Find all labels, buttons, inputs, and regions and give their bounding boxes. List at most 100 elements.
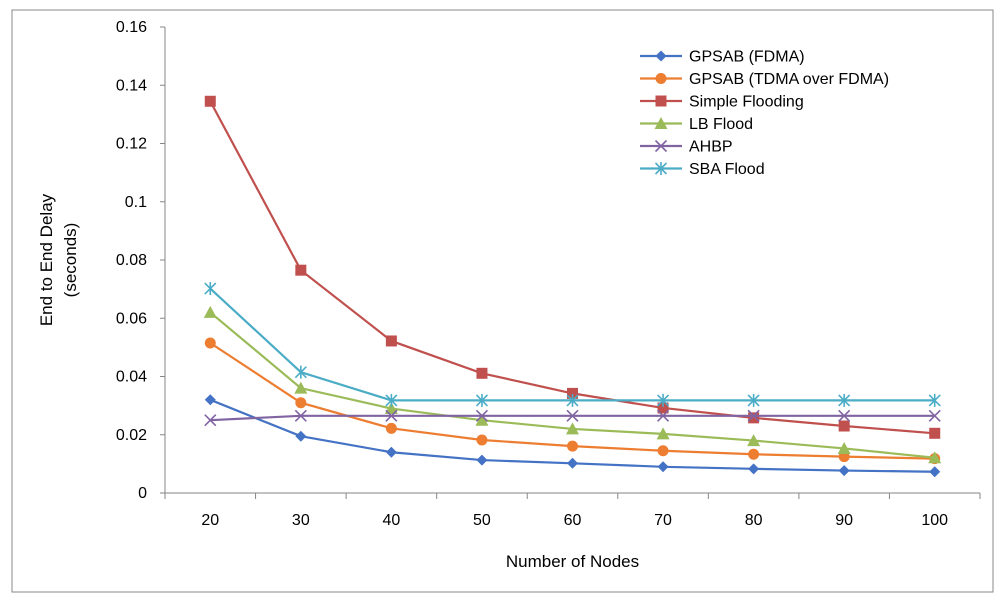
- legend-entry-ahbp: AHBP: [640, 139, 733, 156]
- data-point-gpsab-tdma-over-fdma: [748, 448, 760, 460]
- series-gpsab-fdma: [204, 394, 941, 478]
- data-point-sba-flood: [294, 365, 307, 379]
- legend-marker: [654, 139, 668, 153]
- x-tick-label: 30: [292, 512, 310, 529]
- data-point-simple-flooding: [929, 427, 941, 439]
- x-tick-label: 100: [921, 512, 948, 529]
- x-tick-label: 50: [473, 512, 491, 529]
- marker-stroke: [747, 409, 760, 422]
- data-point-sba-flood: [566, 393, 579, 407]
- data-point-gpsab-fdma: [748, 463, 760, 475]
- y-axis-title: End to End Delay (seconds): [37, 193, 80, 326]
- data-point-lb-flood: [656, 427, 670, 440]
- y-tick-label: 0.04: [116, 369, 147, 386]
- data-point-simple-flooding: [476, 367, 488, 379]
- legend-marker: [654, 117, 668, 129]
- legend-label: GPSAB (TDMA over FDMA): [689, 71, 889, 88]
- legend-label: Simple Flooding: [689, 94, 804, 111]
- data-point-simple-flooding: [295, 264, 307, 276]
- marker-stroke: [656, 409, 670, 422]
- marker-stroke: [294, 409, 307, 422]
- y-tick-label: 0.14: [116, 77, 147, 94]
- x-tick-label: 20: [201, 512, 219, 529]
- y-tick-label: 0.06: [116, 310, 147, 327]
- data-point-simple-flooding: [567, 387, 578, 399]
- data-point-gpsab-fdma: [929, 466, 941, 478]
- data-point-gpsab-tdma-over-fdma: [385, 422, 397, 434]
- series-lb-flood: [203, 305, 942, 464]
- data-point-sba-flood: [747, 393, 760, 407]
- marker-stroke: [204, 414, 217, 427]
- data-point-ahbp: [294, 409, 307, 422]
- legend-label: LB Flood: [689, 116, 753, 133]
- marker-stroke: [928, 409, 941, 422]
- data-point-lb-flood: [566, 422, 579, 435]
- axes: 0 0.02 0.04 0.06 0.08 0.1 0.12 0.14 0.16 20 30 40 50…: [37, 19, 981, 571]
- y-axis-title-line: (seconds): [61, 223, 80, 298]
- data-point-sba-flood: [928, 393, 941, 407]
- legend-marker: [655, 73, 667, 84]
- data-point-sba-flood: [475, 393, 489, 407]
- data-point-lb-flood: [837, 441, 851, 454]
- legend-entry-sba-flood: SBA Flood: [640, 161, 765, 178]
- legend-entry-gpsab-fdma: GPSAB (FDMA): [640, 49, 805, 66]
- data-point-gpsab-tdma-over-fdma: [295, 397, 307, 409]
- y-tick-label: 0.12: [116, 136, 147, 153]
- y-tick-label: 0.16: [116, 19, 147, 36]
- data-point-gpsab-fdma: [567, 457, 578, 469]
- data-point-sba-flood: [385, 393, 398, 407]
- x-tick-label: 40: [382, 512, 400, 529]
- y-axis-title-line: End to End Delay: [37, 193, 56, 326]
- data-point-sba-flood: [656, 393, 670, 407]
- data-point-gpsab-fdma: [657, 461, 669, 473]
- data-point-gpsab-fdma: [295, 430, 307, 442]
- x-tick-label: 90: [835, 512, 853, 529]
- data-point-gpsab-fdma: [385, 446, 397, 458]
- marker-stroke: [385, 409, 398, 422]
- data-point-lb-flood: [384, 402, 398, 415]
- data-point-gpsab-fdma: [838, 465, 850, 477]
- data-point-ahbp: [385, 409, 398, 422]
- marker-stroke: [566, 409, 579, 422]
- marker-stroke: [838, 409, 851, 422]
- data-point-sba-flood: [204, 282, 217, 296]
- data-point-lb-flood: [475, 413, 489, 426]
- data-point-gpsab-tdma-over-fdma: [567, 440, 578, 452]
- legend-entry-gpsab-tdma-over-fdma: GPSAB (TDMA over FDMA): [640, 71, 889, 88]
- data-point-gpsab-tdma-over-fdma: [476, 434, 488, 446]
- data-point-simple-flooding: [385, 335, 397, 347]
- legend: GPSAB (FDMA) GPSAB (TDMA over FDMA) Simple…: [640, 49, 889, 178]
- y-tick-label: 0.08: [116, 252, 147, 269]
- data-point-gpsab-fdma: [476, 454, 488, 466]
- legend-marker: [654, 162, 668, 175]
- data-point-sba-flood: [838, 393, 851, 407]
- x-tick-label: 70: [654, 512, 672, 529]
- data-point-gpsab-tdma-over-fdma: [657, 445, 669, 457]
- data-point-gpsab-fdma: [204, 394, 216, 406]
- data-point-simple-flooding: [748, 412, 760, 424]
- legend-label: SBA Flood: [689, 161, 765, 178]
- data-point-ahbp: [204, 414, 217, 427]
- data-point-ahbp: [656, 409, 670, 422]
- data-point-simple-flooding: [838, 420, 850, 432]
- legend-label: AHBP: [689, 139, 733, 156]
- y-tick-label: 0: [138, 485, 147, 502]
- data-point-lb-flood: [747, 434, 761, 447]
- y-tick-label: 0.1: [125, 194, 147, 211]
- y-tick-label: 0.02: [116, 427, 147, 444]
- marker-stroke: [475, 409, 489, 422]
- data-point-lb-flood: [294, 381, 308, 394]
- chart-border: [11, 9, 994, 593]
- data-point-ahbp: [747, 409, 760, 422]
- data-point-gpsab-tdma-over-fdma: [204, 337, 216, 349]
- data-point-ahbp: [566, 409, 579, 422]
- data-point-lb-flood: [928, 451, 942, 464]
- data-point-simple-flooding: [657, 402, 669, 414]
- data-point-simple-flooding: [204, 95, 216, 107]
- series-simple-flooding: [204, 95, 941, 439]
- legend-entry-lb-flood: LB Flood: [640, 116, 753, 133]
- legend-marker: [655, 50, 667, 62]
- series-ahbp: [204, 409, 941, 427]
